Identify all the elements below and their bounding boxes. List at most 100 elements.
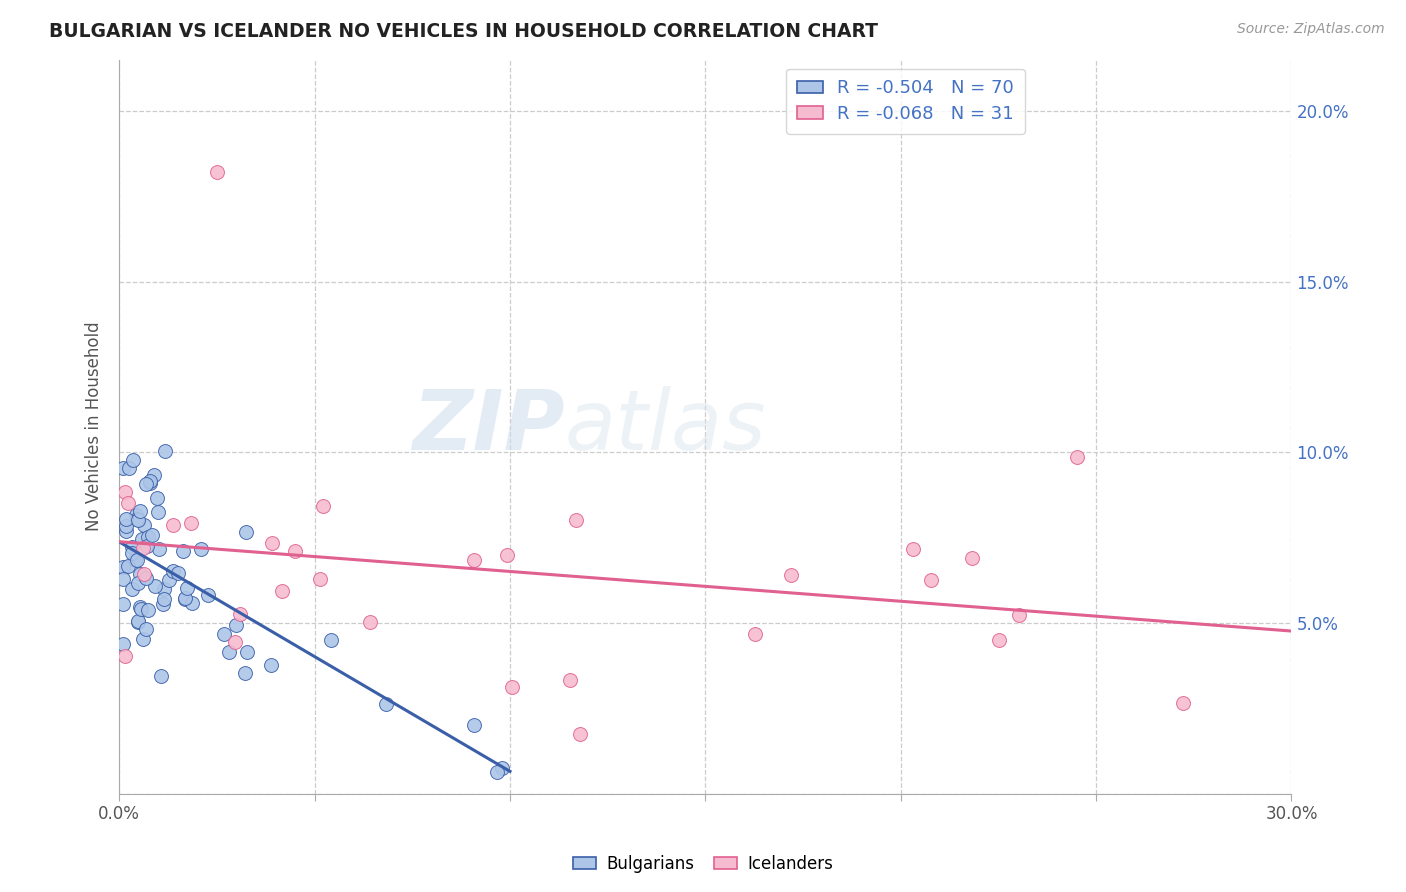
Point bbox=[205, 165, 228, 179]
Point bbox=[463, 717, 485, 731]
Point bbox=[127, 615, 149, 629]
Text: ZIP: ZIP bbox=[412, 386, 565, 467]
Point bbox=[146, 505, 169, 519]
Point bbox=[152, 591, 174, 606]
Point bbox=[155, 444, 177, 458]
Point bbox=[135, 476, 157, 491]
Point bbox=[112, 598, 135, 612]
Point bbox=[162, 517, 184, 532]
Point bbox=[1171, 696, 1194, 710]
Point bbox=[233, 665, 256, 680]
Point bbox=[125, 512, 148, 526]
Text: BULGARIAN VS ICELANDER NO VEHICLES IN HOUSEHOLD CORRELATION CHART: BULGARIAN VS ICELANDER NO VEHICLES IN HO… bbox=[49, 22, 879, 41]
Point bbox=[176, 581, 198, 595]
Point bbox=[180, 516, 202, 530]
Point bbox=[141, 528, 163, 542]
Point bbox=[132, 541, 155, 555]
Point bbox=[284, 543, 307, 558]
Point bbox=[135, 571, 157, 585]
Legend: Bulgarians, Icelanders: Bulgarians, Icelanders bbox=[567, 848, 839, 880]
Point bbox=[114, 484, 136, 499]
Point bbox=[224, 635, 246, 649]
Point bbox=[114, 511, 136, 525]
Point bbox=[127, 575, 149, 590]
Point bbox=[174, 592, 197, 607]
Point bbox=[225, 618, 247, 632]
Point bbox=[375, 697, 398, 711]
Point bbox=[112, 572, 135, 586]
Point bbox=[125, 553, 148, 567]
Point bbox=[491, 761, 513, 775]
Point bbox=[565, 513, 588, 527]
Point bbox=[115, 519, 138, 533]
Point bbox=[121, 540, 143, 554]
Point bbox=[143, 579, 166, 593]
Point bbox=[134, 518, 156, 533]
Point bbox=[149, 669, 172, 683]
Point bbox=[112, 461, 135, 475]
Point bbox=[129, 599, 152, 614]
Point bbox=[173, 591, 195, 606]
Point bbox=[167, 566, 190, 580]
Point bbox=[148, 542, 170, 557]
Point bbox=[744, 627, 766, 641]
Point bbox=[560, 673, 582, 687]
Point bbox=[136, 603, 159, 617]
Text: atlas: atlas bbox=[565, 386, 766, 467]
Point bbox=[312, 500, 335, 514]
Point bbox=[903, 542, 925, 557]
Point bbox=[568, 727, 591, 741]
Legend: R = -0.504   N = 70, R = -0.068   N = 31: R = -0.504 N = 70, R = -0.068 N = 31 bbox=[786, 69, 1025, 134]
Point bbox=[486, 765, 509, 780]
Point bbox=[132, 567, 155, 582]
Point bbox=[117, 559, 139, 574]
Point bbox=[271, 583, 294, 598]
Point bbox=[138, 474, 160, 488]
Point bbox=[114, 524, 136, 538]
Point bbox=[235, 524, 257, 539]
Point bbox=[122, 452, 145, 467]
Point bbox=[129, 602, 152, 616]
Point bbox=[181, 596, 204, 610]
Point bbox=[1066, 450, 1088, 464]
Point bbox=[153, 582, 176, 596]
Point bbox=[920, 574, 942, 588]
Point bbox=[124, 553, 146, 567]
Point bbox=[260, 658, 283, 673]
Point bbox=[121, 546, 143, 560]
Y-axis label: No Vehicles in Household: No Vehicles in Household bbox=[86, 322, 103, 532]
Point bbox=[190, 542, 212, 557]
Point bbox=[359, 615, 381, 630]
Point bbox=[136, 530, 159, 544]
Point bbox=[319, 633, 342, 648]
Point bbox=[146, 491, 169, 506]
Point bbox=[127, 512, 149, 526]
Point bbox=[1008, 607, 1031, 622]
Text: Source: ZipAtlas.com: Source: ZipAtlas.com bbox=[1237, 22, 1385, 37]
Point bbox=[131, 532, 153, 546]
Point bbox=[172, 544, 194, 558]
Point bbox=[308, 573, 330, 587]
Point bbox=[127, 615, 149, 629]
Point bbox=[197, 589, 219, 603]
Point bbox=[143, 467, 166, 482]
Point bbox=[114, 649, 136, 664]
Point bbox=[121, 582, 143, 597]
Point bbox=[129, 504, 152, 518]
Point bbox=[218, 645, 240, 659]
Point bbox=[125, 508, 148, 522]
Point bbox=[463, 552, 485, 566]
Point bbox=[779, 567, 801, 582]
Point bbox=[987, 632, 1010, 647]
Point bbox=[135, 539, 157, 553]
Point bbox=[135, 622, 157, 636]
Point bbox=[139, 475, 162, 490]
Point bbox=[128, 567, 150, 582]
Point bbox=[112, 637, 135, 651]
Point bbox=[117, 461, 139, 475]
Point bbox=[152, 597, 174, 611]
Point bbox=[157, 573, 180, 587]
Point bbox=[132, 632, 155, 646]
Point bbox=[162, 564, 184, 578]
Point bbox=[496, 548, 519, 562]
